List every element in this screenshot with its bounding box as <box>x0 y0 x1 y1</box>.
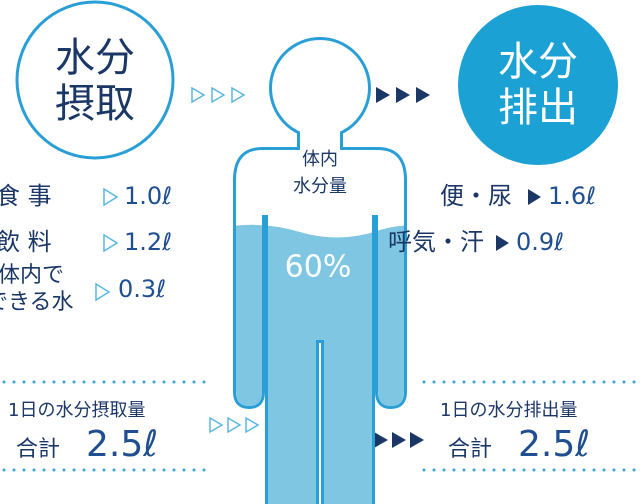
intake-title: 水分 <box>55 35 135 81</box>
intake-item-label: 食 事 <box>0 182 52 210</box>
output-title: 水分 <box>498 39 578 85</box>
total-amount: 2.5ℓ <box>518 424 590 465</box>
total-caption: 1日の水分摂取量 <box>8 400 145 421</box>
page: {"intake": {"circle": ["水分", "摂取"], "ite… <box>0 0 642 504</box>
output-item-amount: 1.6ℓ <box>548 182 596 210</box>
output-item-amount: 0.9ℓ <box>516 228 564 256</box>
output-item-label: 便・尿 <box>440 182 512 210</box>
intake-item-amount: 1.0ℓ <box>124 182 172 210</box>
intake-item-amount: 0.3ℓ <box>118 275 166 303</box>
body-label: 体内 <box>302 149 338 170</box>
infographic: 水分 摂取 水分 排出 体内 水分量 60% 食 事 1.0ℓ 飲 料 1.2ℓ… <box>0 0 642 504</box>
total-label: 合計 <box>16 437 60 462</box>
total-caption: 1日の水分排出量 <box>440 400 577 421</box>
intake-item-label: 体内で <box>0 263 64 288</box>
output-item-label: 呼気・汗 <box>388 228 484 256</box>
body-percent: 60% <box>285 250 352 285</box>
body-label: 水分量 <box>293 176 347 197</box>
intake-item-label: 飲 料 <box>0 228 52 256</box>
intake-item-amount: 1.2ℓ <box>124 228 172 256</box>
total-label: 合計 <box>448 437 492 462</box>
total-amount: 2.5ℓ <box>86 424 158 465</box>
intake-title: 摂取 <box>55 81 135 127</box>
output-title: 排出 <box>498 85 578 131</box>
